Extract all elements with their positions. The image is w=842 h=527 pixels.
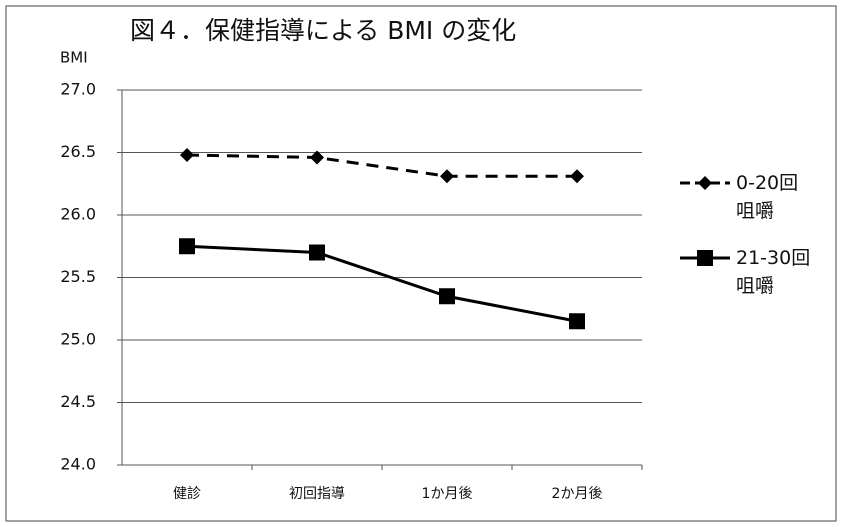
y-tick-label: 27.0 xyxy=(60,80,96,99)
x-tick-label: 1か月後 xyxy=(422,486,473,502)
data-point xyxy=(570,169,584,184)
data-point xyxy=(439,288,455,305)
data-point xyxy=(569,313,585,330)
y-axis-label: BMI xyxy=(60,49,88,67)
data-point xyxy=(309,244,325,261)
chart-frame xyxy=(5,5,837,522)
x-tick-label: 健診 xyxy=(173,486,201,502)
legend-label: 21-30回 咀嚼 xyxy=(736,247,811,297)
y-tick-label: 26.0 xyxy=(60,205,96,224)
y-tick-label: 24.5 xyxy=(60,392,96,411)
y-tick-label: 25.0 xyxy=(60,330,96,349)
series-line xyxy=(186,244,578,323)
x-tick-label: 2か月後 xyxy=(552,486,603,502)
y-tick-label: 24.0 xyxy=(60,455,96,474)
chart-title: 図４．保健指導による BMI の変化 xyxy=(130,16,516,45)
data-point xyxy=(310,150,324,165)
legend-marker xyxy=(697,250,713,266)
data-point xyxy=(440,169,454,184)
data-point xyxy=(180,148,194,162)
data-point xyxy=(179,238,195,255)
y-tick-label: 26.5 xyxy=(60,142,96,161)
series-line xyxy=(186,153,577,178)
x-tick-label: 初回指導 xyxy=(289,485,345,502)
y-tick-label: 25.5 xyxy=(60,267,96,286)
legend-marker xyxy=(698,176,712,190)
legend-label: 0-20回 咀嚼 xyxy=(736,172,799,222)
